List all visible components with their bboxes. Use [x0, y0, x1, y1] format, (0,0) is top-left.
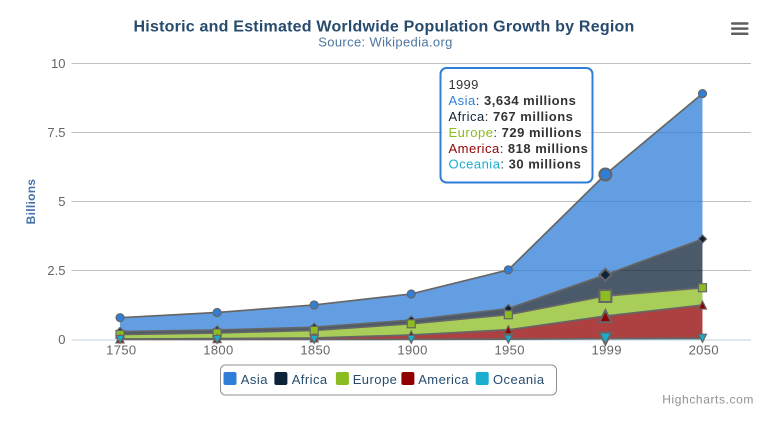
svg-text:Europe: Europe: [353, 372, 398, 387]
svg-text:2.5: 2.5: [47, 263, 65, 278]
svg-text:1999: 1999: [592, 343, 622, 358]
svg-text:Oceania: 30 millions: Oceania: 30 millions: [449, 157, 582, 172]
svg-text:Historic and Estimated Worldwi: Historic and Estimated Worldwide Populat…: [134, 19, 635, 36]
svg-text:5: 5: [58, 194, 65, 209]
svg-text:America: 818 millions: America: 818 millions: [449, 141, 589, 156]
svg-text:Highcharts.com: Highcharts.com: [662, 393, 754, 407]
svg-text:2050: 2050: [689, 343, 719, 358]
svg-text:1900: 1900: [397, 343, 427, 358]
svg-text:Africa: Africa: [292, 372, 328, 387]
svg-text:7.5: 7.5: [47, 125, 65, 140]
svg-text:Asia: 3,634 millions: Asia: 3,634 millions: [449, 93, 577, 108]
svg-text:Billions: Billions: [24, 179, 38, 225]
svg-text:0: 0: [58, 332, 65, 347]
svg-text:Source: Wikipedia.org: Source: Wikipedia.org: [318, 35, 453, 50]
svg-text:1850: 1850: [300, 343, 330, 358]
svg-text:1750: 1750: [106, 343, 136, 358]
svg-text:10: 10: [51, 56, 65, 71]
svg-text:1950: 1950: [494, 343, 524, 358]
svg-text:1999: 1999: [449, 77, 479, 92]
svg-text:Africa: 767 millions: Africa: 767 millions: [449, 109, 574, 124]
svg-text:1800: 1800: [203, 343, 233, 358]
svg-text:Europe: 729 millions: Europe: 729 millions: [449, 125, 583, 140]
svg-text:Asia: Asia: [241, 372, 268, 387]
svg-text:America: America: [418, 372, 469, 387]
svg-text:Oceania: Oceania: [493, 372, 545, 387]
